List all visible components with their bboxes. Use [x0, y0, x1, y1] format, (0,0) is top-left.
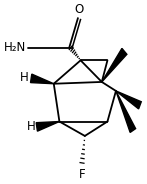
Polygon shape: [116, 91, 136, 132]
Polygon shape: [102, 48, 127, 82]
Text: H: H: [27, 120, 35, 132]
Text: F: F: [79, 168, 85, 181]
Polygon shape: [116, 91, 141, 109]
Polygon shape: [31, 74, 54, 84]
Polygon shape: [36, 121, 59, 131]
Text: O: O: [75, 3, 84, 16]
Text: H₂N: H₂N: [4, 41, 26, 54]
Text: H: H: [20, 71, 28, 84]
